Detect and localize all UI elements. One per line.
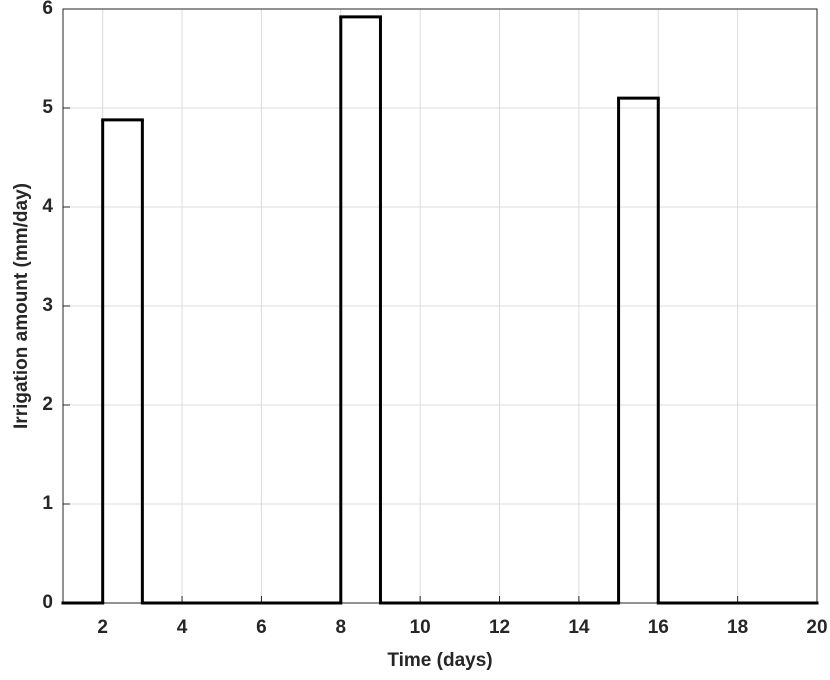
y-tick-label: 3 <box>42 295 53 316</box>
x-tick-label: 16 <box>648 617 669 638</box>
x-tick-label: 18 <box>727 617 748 638</box>
y-tick-label: 5 <box>42 97 53 118</box>
x-tick-label: 6 <box>256 617 267 638</box>
y-tick-label: 4 <box>42 196 53 217</box>
x-tick-label: 2 <box>97 617 108 638</box>
y-tick-label: 0 <box>42 592 53 613</box>
x-tick-label: 4 <box>177 617 188 638</box>
x-tick-label: 8 <box>336 617 347 638</box>
y-axis-label: Irrigation amount (mm/day) <box>11 183 32 429</box>
x-tick-label: 12 <box>489 617 510 638</box>
y-tick-label: 1 <box>42 493 53 514</box>
y-tick-label: 6 <box>42 0 53 19</box>
x-tick-label: 20 <box>806 617 827 638</box>
x-axis-label: Time (days) <box>387 650 492 671</box>
y-tick-label: 2 <box>42 394 53 415</box>
x-tick-label: 14 <box>568 617 590 638</box>
x-tick-label: 10 <box>410 617 431 638</box>
